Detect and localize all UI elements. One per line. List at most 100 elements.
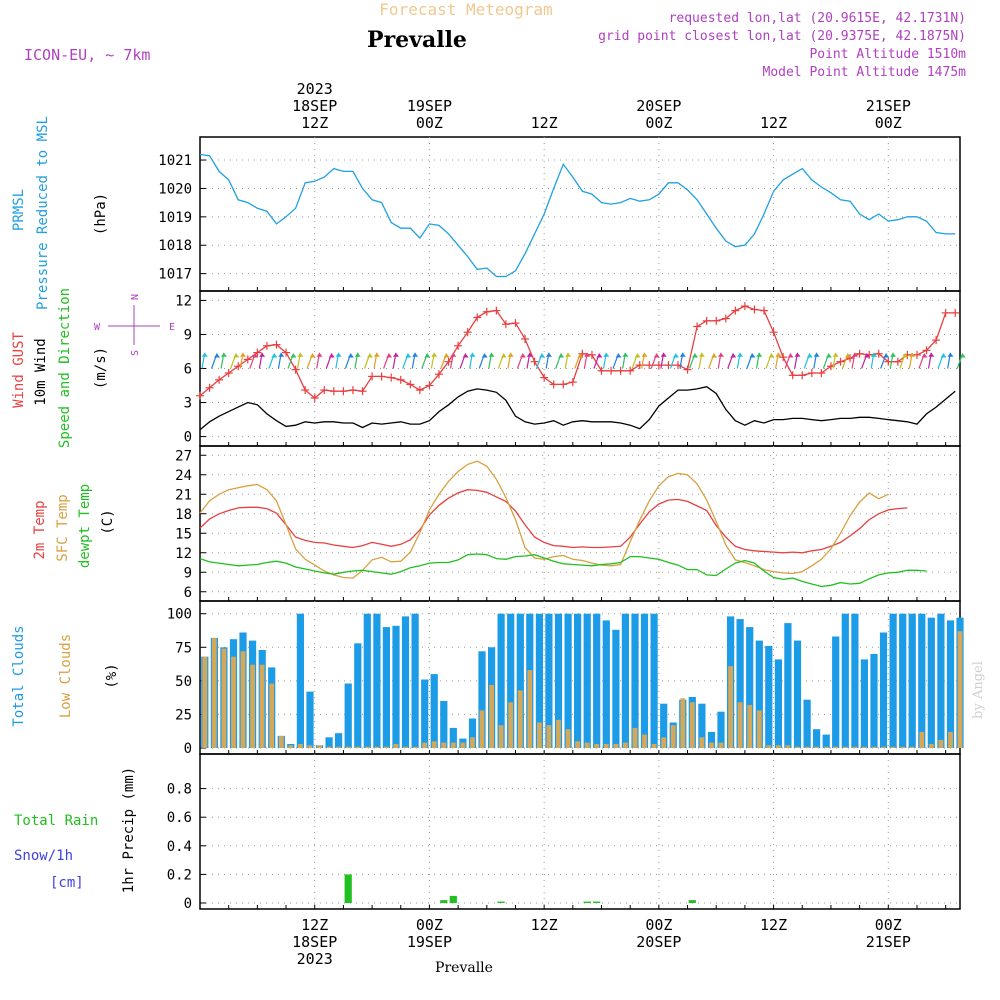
- bar-total-clouds: [746, 627, 754, 748]
- temp-unit: (C): [100, 509, 116, 534]
- wind-arrow: [861, 353, 871, 369]
- bar-low-clouds: [259, 664, 265, 748]
- bar-total-clouds: [860, 659, 868, 748]
- wind-arrow: [583, 352, 591, 369]
- bar-low-clouds: [670, 725, 676, 748]
- panel-frame: [199, 753, 961, 910]
- gust-marker: [568, 378, 577, 387]
- bar-total-clouds: [583, 613, 591, 748]
- y-tick-label: 9: [184, 565, 192, 581]
- wind-arrow: [841, 353, 851, 369]
- bar-low-clouds: [842, 746, 848, 748]
- bottom-time-label: 00Z: [645, 916, 672, 934]
- y-tick-label: 1021: [158, 153, 192, 169]
- model-altitude: Model Point Altitude 1475m: [763, 65, 967, 80]
- gust-marker: [282, 348, 291, 357]
- wind-arrow: [832, 352, 839, 369]
- bar-low-clouds: [470, 737, 475, 748]
- gust-marker: [922, 346, 931, 355]
- wind-arrow: [277, 352, 285, 369]
- bar-total-clouds: [631, 613, 639, 748]
- bar-low-clouds: [202, 656, 208, 748]
- bottom-time-label: 18SEP: [292, 933, 337, 951]
- cloud-labels: Total Clouds Low Clouds (%): [11, 625, 120, 726]
- top-time-label: 2023: [297, 80, 333, 98]
- gust-marker: [855, 349, 864, 358]
- gust-marker: [912, 350, 921, 359]
- bar-low-clouds: [795, 746, 800, 748]
- precip-labels: Total Rain Snow/1h [cm] 1hr Precip (mm): [14, 767, 137, 893]
- bar-low-clouds: [699, 737, 705, 748]
- temperature-panel: 6 9 12 15 18 21 24 27: [175, 445, 961, 602]
- bar-low-clouds: [317, 745, 322, 748]
- bar-low-clouds: [689, 702, 695, 748]
- gust-marker: [224, 369, 233, 378]
- wind-arrow: [755, 352, 763, 369]
- bar-low-clouds: [393, 744, 399, 748]
- bar-low-clouds: [441, 742, 447, 748]
- bar-low-clouds: [450, 742, 456, 748]
- bar-low-clouds: [938, 739, 944, 748]
- bar-total-clouds: [736, 619, 744, 748]
- compass-east: E: [169, 322, 175, 333]
- wind-arrow: [545, 352, 552, 369]
- y-tick-label: 1019: [158, 210, 192, 226]
- wind-panel: 0 3 6 9 12: [175, 290, 966, 447]
- bar-total-clouds: [946, 620, 955, 748]
- bar-total-clouds: [927, 617, 935, 748]
- bar-low-clouds: [651, 744, 657, 748]
- bottom-time-label: 20SEP: [636, 933, 681, 951]
- bar-total-clouds: [478, 651, 486, 748]
- gust-marker: [521, 334, 530, 343]
- bar-low-clouds: [250, 664, 255, 748]
- series-line-sfc-temp: [199, 460, 889, 579]
- requested-coords: requested lon,lat (20.9615E, 42.1731N): [669, 11, 966, 26]
- clouds-unit: (%): [104, 663, 120, 688]
- bar-total-clouds: [698, 703, 706, 748]
- wind-arrow: [688, 353, 699, 369]
- y-tick-label: 100: [167, 607, 192, 623]
- bar-total-clouds: [440, 701, 448, 748]
- bar-total-clouds: [401, 616, 410, 748]
- gust-marker: [425, 381, 434, 390]
- compass-south: S: [130, 350, 141, 356]
- bar-low-clouds: [384, 746, 389, 748]
- bar-total-clouds: [784, 623, 792, 748]
- bottom-time-label: 2023: [297, 950, 333, 968]
- bar-low-clouds: [556, 719, 561, 748]
- wind-arrow: [612, 353, 622, 369]
- gust-marker: [626, 366, 635, 375]
- gust-marker: [329, 387, 338, 396]
- bar-total-clouds: [937, 613, 945, 748]
- gust-marker: [301, 386, 310, 395]
- bar-low-clouds: [517, 690, 523, 748]
- bar-total-clouds: [832, 636, 840, 748]
- y-tick-label: 24: [175, 468, 192, 484]
- bar-low-clouds: [211, 637, 217, 748]
- gust-marker: [396, 375, 405, 384]
- wind-arrow: [899, 353, 909, 369]
- wind-arrow: [497, 353, 507, 369]
- bar-low-clouds: [603, 744, 609, 748]
- bar-total-clouds: [363, 613, 371, 748]
- bar-low-clouds: [766, 745, 772, 748]
- series-line-dewpt-temp: [199, 553, 927, 588]
- bottom-time-label: 19SEP: [407, 933, 452, 951]
- gust-marker: [415, 386, 424, 395]
- bar-low-clouds: [718, 742, 724, 748]
- wind-arrow: [641, 352, 648, 369]
- bar-low-clouds: [479, 710, 485, 748]
- bottom-time-label: 12Z: [760, 916, 787, 934]
- wind-arrow: [622, 352, 629, 369]
- wind-arrow: [574, 353, 584, 369]
- temp-dew-label: dewpt Temp: [77, 484, 93, 568]
- bar-total-clouds: [335, 733, 343, 748]
- bar-total-rain: [497, 901, 505, 903]
- top-time-label: 00Z: [875, 114, 902, 132]
- bar-low-clouds: [948, 731, 953, 748]
- y-tick-label: 75: [175, 640, 192, 656]
- wind-10m-label: 10m Wind: [33, 338, 49, 405]
- temperature-labels: 2m Temp SFC Temp dewpt Temp (C): [32, 484, 116, 568]
- y-tick-label: 1018: [158, 238, 192, 254]
- bar-total-clouds: [889, 613, 897, 748]
